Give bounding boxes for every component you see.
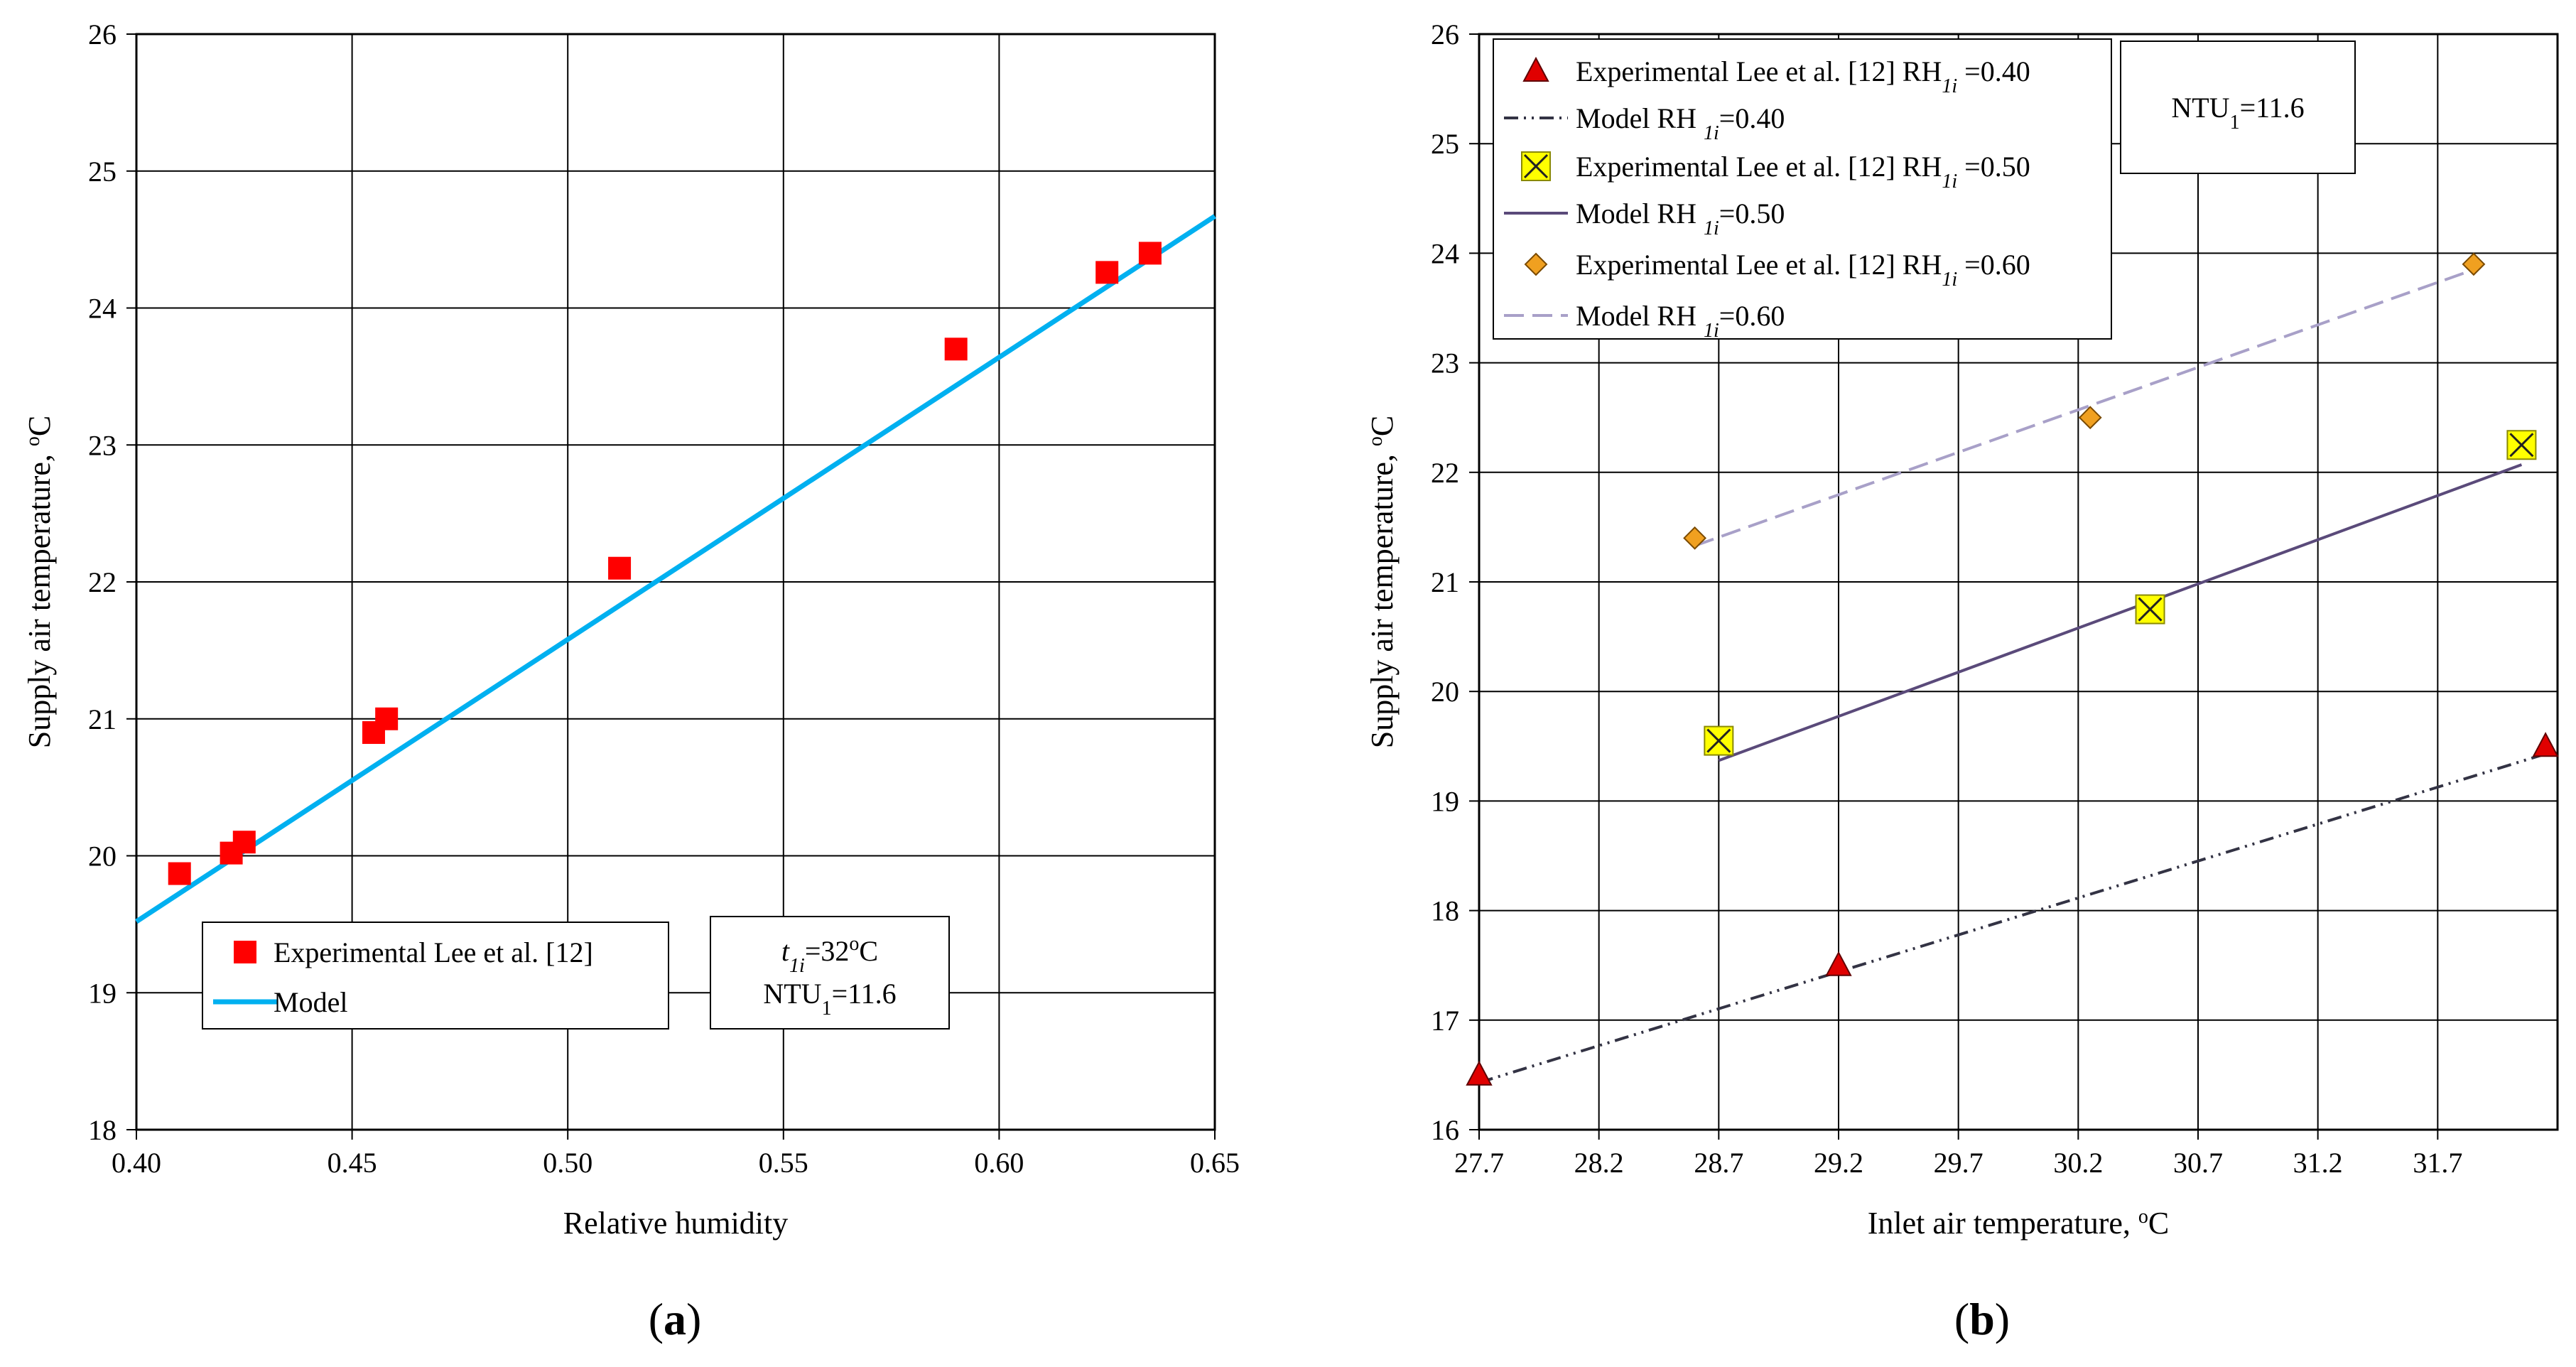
y-tick-label-b-9: 25 xyxy=(1431,128,1459,160)
y-tick-label-a-8: 26 xyxy=(88,18,117,50)
x-tick-label-b-4: 29.7 xyxy=(1934,1147,1984,1179)
y-tick-label-b-8: 24 xyxy=(1431,237,1459,269)
data-point-b-2-1 xyxy=(2135,594,2165,625)
panel-label-a: (a) xyxy=(649,1294,702,1344)
y-tick-label-a-2: 20 xyxy=(88,841,117,872)
data-point-a-0-7 xyxy=(1095,261,1119,284)
y-tick-label-b-10: 26 xyxy=(1431,18,1459,50)
panel-label-b: (b) xyxy=(1954,1294,2010,1344)
x-tick-label-a-0: 0.40 xyxy=(112,1147,161,1179)
annotation-line1-a: t1i=32oC xyxy=(781,933,878,977)
legend-label-b-2: Experimental Lee et al. [12] RH1i =0.50 xyxy=(1576,151,2030,193)
y-tick-label-a-3: 21 xyxy=(88,703,117,735)
x-tick-label-a-1: 0.45 xyxy=(328,1147,377,1179)
data-point-b-2-0 xyxy=(1704,725,1734,756)
x-tick-label-b-0: 27.7 xyxy=(1454,1147,1504,1179)
legend-label-a-1: Model xyxy=(274,986,347,1018)
legend-box-a xyxy=(202,922,669,1030)
y-tick-label-b-6: 22 xyxy=(1431,457,1459,489)
y-tick-label-b-2: 18 xyxy=(1431,895,1459,927)
x-tick-label-b-2: 28.7 xyxy=(1694,1147,1743,1179)
y-tick-label-b-0: 16 xyxy=(1431,1114,1459,1146)
annotation-box-a xyxy=(710,916,950,1030)
y-tick-label-a-4: 22 xyxy=(88,566,117,598)
y-tick-label-b-4: 20 xyxy=(1431,676,1459,708)
series-line-b-5 xyxy=(1694,268,2474,547)
legend-symbol-b-0 xyxy=(1522,56,1549,82)
data-point-b-0-2 xyxy=(2532,732,2559,757)
data-point-b-0-1 xyxy=(1825,951,1852,976)
legend-symbol-b-2 xyxy=(1521,151,1551,181)
y-tick-label-b-5: 21 xyxy=(1431,566,1459,598)
y-tick-label-a-5: 23 xyxy=(88,429,117,461)
y-tick-label-b-3: 19 xyxy=(1431,785,1459,817)
x-tick-label-b-1: 28.2 xyxy=(1574,1147,1624,1179)
legend-label-b-0: Experimental Lee et al. [12] RH1i =0.40 xyxy=(1576,55,2030,97)
data-point-b-4-2 xyxy=(2462,252,2486,276)
x-axis-label-a: Relative humidity xyxy=(563,1206,789,1241)
legend-box-b xyxy=(1493,38,2112,340)
legend-label-b-3: Model RH 1i=0.50 xyxy=(1576,198,1785,239)
y-tick-label-a-1: 19 xyxy=(88,977,117,1009)
x-tick-label-b-7: 31.2 xyxy=(2293,1147,2343,1179)
legend-label-b-1: Model RH 1i=0.40 xyxy=(1576,102,1785,144)
data-point-a-0-6 xyxy=(944,337,968,361)
x-tick-label-a-5: 0.65 xyxy=(1190,1147,1240,1179)
y-tick-label-b-7: 23 xyxy=(1431,347,1459,379)
annotation-line2-a: NTU1=11.6 xyxy=(763,978,896,1020)
x-tick-label-a-3: 0.55 xyxy=(759,1147,808,1179)
data-point-b-0-0 xyxy=(1466,1060,1493,1086)
x-tick-label-b-8: 31.7 xyxy=(2413,1147,2462,1179)
y-axis-label-a: Supply air temperature, oC xyxy=(22,416,58,749)
legend-label-b-5: Model RH 1i=0.60 xyxy=(1576,300,1785,342)
y-axis-label-b: Supply air temperature, oC xyxy=(1365,416,1400,749)
legend-symbol-b-4 xyxy=(1524,252,1548,276)
x-tick-label-a-4: 0.60 xyxy=(974,1147,1024,1179)
x-tick-label-b-3: 29.2 xyxy=(1814,1147,1863,1179)
series-line-b-1 xyxy=(1478,752,2546,1084)
y-tick-label-a-6: 24 xyxy=(88,293,117,325)
y-tick-label-a-7: 25 xyxy=(88,156,117,188)
data-point-a-0-8 xyxy=(1138,242,1162,265)
x-tick-label-a-2: 0.50 xyxy=(543,1147,592,1179)
series-line-b-3 xyxy=(1718,463,2523,762)
annotation-line1-b: NTU1=11.6 xyxy=(2171,92,2304,134)
chart-b: 27.7 28.2 28.7 29.2 29.7 30.2 30.7 31.2 31.7 16 17… xyxy=(1365,18,2559,1344)
legend-label-a-0: Experimental Lee et al. [12] xyxy=(274,936,593,968)
annotation-box-b xyxy=(2120,40,2356,174)
data-point-a-0-2 xyxy=(232,831,256,854)
chart-a: 0.40 0.45 0.50 0.55 0.60 0.65 18 19 20 21 22 23 24 25… xyxy=(22,18,1240,1344)
x-tick-label-b-5: 30.2 xyxy=(2053,1147,2103,1179)
series-line-a-1 xyxy=(135,214,1216,924)
data-point-b-4-0 xyxy=(1683,526,1707,550)
y-tick-label-a-0: 18 xyxy=(88,1114,117,1146)
x-tick-label-b-6: 30.7 xyxy=(2173,1147,2223,1179)
legend-label-b-4: Experimental Lee et al. [12] RH1i =0.60 xyxy=(1576,249,2030,291)
data-point-b-4-1 xyxy=(2078,406,2102,430)
data-point-a-0-4 xyxy=(375,707,399,730)
legend-symbol-a-0 xyxy=(234,941,256,963)
data-point-a-0-5 xyxy=(608,556,632,580)
y-tick-label-b-1: 17 xyxy=(1431,1005,1459,1037)
x-axis-label-b: Inlet air temperature, oC xyxy=(1868,1206,2170,1241)
data-point-a-0-0 xyxy=(168,862,191,885)
data-point-b-2-2 xyxy=(2506,430,2537,460)
